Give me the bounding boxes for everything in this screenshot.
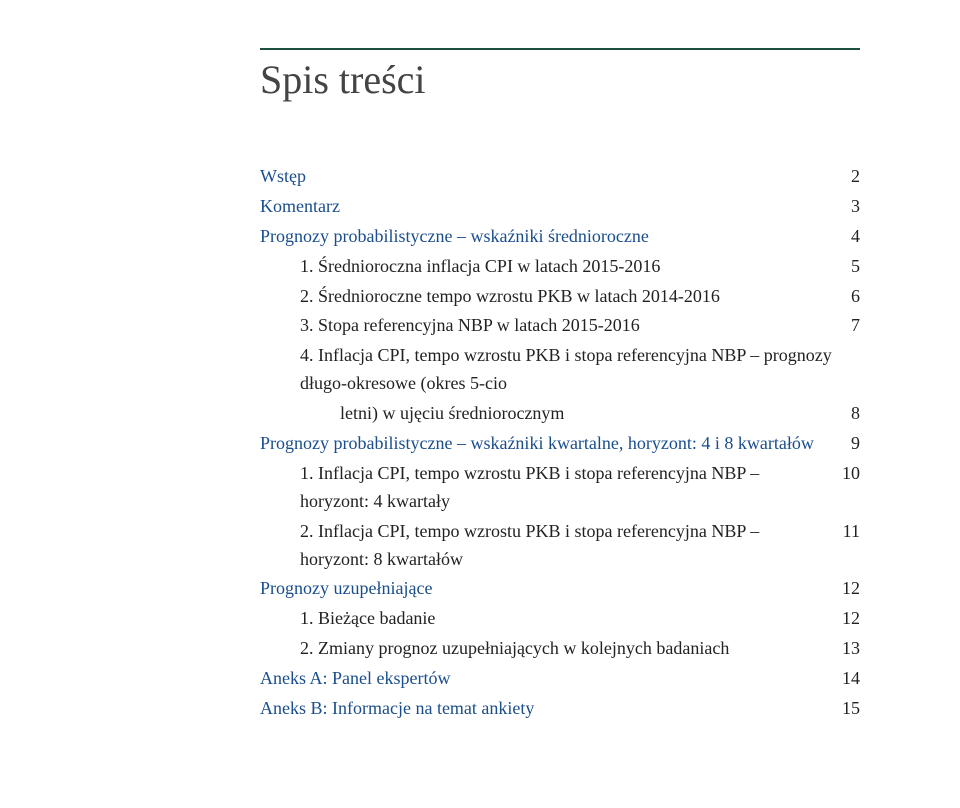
toc-entry[interactable]: 4. Inflacja CPI, tempo wzrostu PKB i sto… <box>260 342 860 428</box>
toc-page-number: 3 <box>851 193 860 221</box>
toc-page-number: 2 <box>851 163 860 191</box>
toc-entry[interactable]: 2. Średnioroczne tempo wzrostu PKB w lat… <box>260 283 860 311</box>
toc-label: 2. Zmiany prognoz uzupełniających w kole… <box>300 635 729 663</box>
toc-page-number: 7 <box>851 312 860 340</box>
toc-entry[interactable]: Prognozy uzupełniające 12 <box>260 575 860 603</box>
toc-page-number: 8 <box>851 400 860 428</box>
toc-label: Wstęp <box>260 163 306 191</box>
toc-label: Prognozy probabilistyczne – wskaźniki kw… <box>260 430 814 458</box>
toc-label: 2. Inflacja CPI, tempo wzrostu PKB i sto… <box>300 518 823 574</box>
toc-label: 1. Bieżące badanie <box>300 605 435 633</box>
toc-label: 3. Stopa referencyjna NBP w latach 2015-… <box>300 312 640 340</box>
toc-page-number: 12 <box>842 575 860 603</box>
toc-entry[interactable]: 2. Zmiany prognoz uzupełniających w kole… <box>260 635 860 663</box>
toc-page-number: 15 <box>842 695 860 723</box>
toc-page-number: 12 <box>842 605 860 633</box>
toc-page-number: 10 <box>842 460 860 516</box>
toc-label: Aneks A: Panel ekspertów <box>260 665 450 693</box>
toc-entry[interactable]: Komentarz 3 <box>260 193 860 221</box>
toc-label: 1. Średnioroczna inflacja CPI w latach 2… <box>300 253 660 281</box>
toc-entry[interactable]: 3. Stopa referencyjna NBP w latach 2015-… <box>260 312 860 340</box>
toc-container: Wstęp 2 Komentarz 3 Prognozy probabilist… <box>260 163 860 723</box>
toc-entry[interactable]: Aneks B: Informacje na temat ankiety 15 <box>260 695 860 723</box>
toc-page-number: 6 <box>851 283 860 311</box>
page-title: Spis treści <box>260 56 860 103</box>
toc-label: Prognozy probabilistyczne – wskaźniki śr… <box>260 223 649 251</box>
toc-entry[interactable]: 1. Inflacja CPI, tempo wzrostu PKB i sto… <box>260 460 860 516</box>
toc-label: Prognozy uzupełniające <box>260 575 432 603</box>
toc-entry[interactable]: Wstęp 2 <box>260 163 860 191</box>
toc-entry[interactable]: Prognozy probabilistyczne – wskaźniki kw… <box>260 430 860 458</box>
toc-label: 1. Inflacja CPI, tempo wzrostu PKB i sto… <box>300 460 822 516</box>
toc-label: Aneks B: Informacje na temat ankiety <box>260 695 534 723</box>
toc-page-number: 14 <box>842 665 860 693</box>
toc-entry[interactable]: 1. Średnioroczna inflacja CPI w latach 2… <box>260 253 860 281</box>
toc-entry[interactable]: 1. Bieżące badanie 12 <box>260 605 860 633</box>
toc-label: 2. Średnioroczne tempo wzrostu PKB w lat… <box>300 283 720 311</box>
toc-entry[interactable]: Prognozy probabilistyczne – wskaźniki śr… <box>260 223 860 251</box>
page-container: Spis treści Wstęp 2 Komentarz 3 Prognozy… <box>0 0 960 765</box>
toc-label-line1: 4. Inflacja CPI, tempo wzrostu PKB i sto… <box>300 342 840 398</box>
toc-entry[interactable]: 2. Inflacja CPI, tempo wzrostu PKB i sto… <box>260 518 860 574</box>
heading-rule <box>260 48 860 50</box>
toc-page-number: 13 <box>842 635 860 663</box>
toc-page-number: 11 <box>843 518 860 574</box>
toc-label: Komentarz <box>260 193 340 221</box>
toc-page-number: 4 <box>851 223 860 251</box>
toc-page-number: 9 <box>851 430 860 458</box>
toc-label-line2: letni) w ujęciu średniorocznym <box>340 400 564 428</box>
toc-page-number: 5 <box>851 253 860 281</box>
toc-entry[interactable]: Aneks A: Panel ekspertów 14 <box>260 665 860 693</box>
